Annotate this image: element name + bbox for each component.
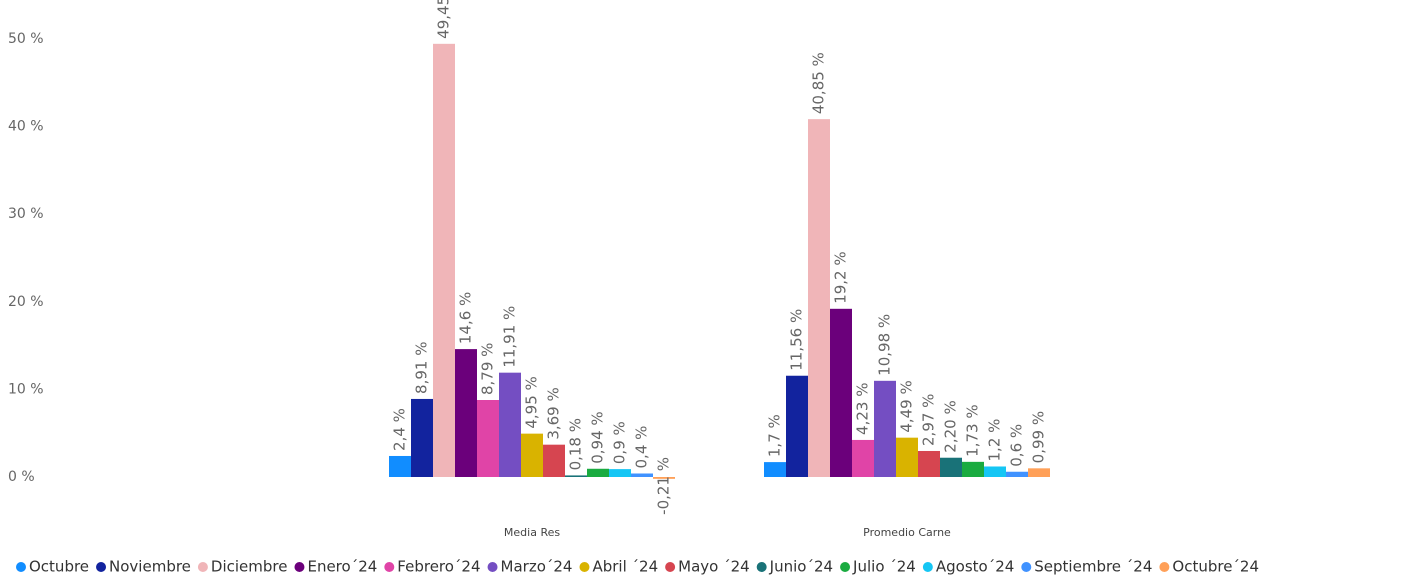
legend-marker: [1159, 562, 1170, 572]
legend-label: Marzo´24: [501, 558, 573, 576]
value-label: 49,45 %: [435, 0, 453, 39]
bar: [764, 462, 786, 477]
value-label: 2,97 %: [920, 394, 938, 446]
legend-label: Enero´24: [307, 558, 377, 576]
value-label: 8,91 %: [413, 342, 431, 394]
bar: [962, 461, 984, 477]
value-label: 3,69 %: [545, 387, 563, 439]
value-label: 4,95 %: [523, 376, 541, 428]
y-tick-label: 20 %: [8, 294, 44, 310]
legend-marker: [922, 562, 933, 572]
value-label: 10,98 %: [876, 314, 894, 376]
legend-label: Agosto´24: [936, 558, 1014, 576]
value-label: 0,18 %: [567, 418, 585, 470]
legend-marker: [840, 562, 851, 572]
legend-marker: [579, 562, 590, 572]
legend-marker: [1021, 562, 1032, 572]
bar: [477, 399, 499, 477]
legend-marker: [756, 562, 767, 572]
y-tick-label: 10 %: [8, 381, 44, 397]
legend-marker: [96, 562, 107, 572]
y-tick-label: 30 %: [8, 206, 44, 222]
value-label: 8,79 %: [479, 343, 497, 395]
bar: [786, 375, 808, 477]
value-label: 19,2 %: [832, 251, 850, 303]
value-label: 1,7 %: [766, 414, 784, 457]
value-label: 2,20 %: [942, 400, 960, 452]
legend-marker: [294, 562, 305, 572]
bar: [1028, 468, 1050, 477]
value-label: 0,94 %: [589, 411, 607, 463]
bar: [587, 468, 609, 477]
value-label: 40,85 %: [810, 52, 828, 114]
bar: [808, 119, 830, 478]
bar: [433, 43, 455, 478]
value-label: 0,4 %: [633, 426, 651, 469]
value-label: 1,2 %: [986, 419, 1004, 462]
bar: [653, 477, 675, 479]
bar: [499, 372, 521, 477]
value-label: 2,4 %: [391, 408, 409, 451]
legend-label: Febrero´24: [397, 558, 480, 576]
legend-label: Julio ´24: [852, 558, 916, 576]
bar: [631, 473, 653, 477]
legend-label: Junio´24: [769, 558, 833, 576]
x-tick-label: Media Res: [504, 526, 560, 539]
legend-label: Octubre: [29, 558, 89, 576]
y-tick-label: 0 %: [8, 469, 35, 485]
legend-marker: [487, 562, 498, 572]
bar: [455, 349, 477, 477]
value-label: 0,99 %: [1030, 411, 1048, 463]
y-tick-label: 50 %: [8, 31, 44, 47]
value-label: 11,91 %: [501, 306, 519, 368]
value-label: 0,6 %: [1008, 424, 1026, 467]
legend-label: Abril ´24: [592, 558, 658, 576]
y-tick-label: 40 %: [8, 119, 44, 135]
bar: [852, 439, 874, 477]
value-label: 1,73 %: [964, 404, 982, 456]
bar: [411, 398, 433, 477]
bar: [918, 450, 940, 477]
value-label: 0,9 %: [611, 421, 629, 464]
value-label: 11,56 %: [788, 309, 806, 371]
value-label: 4,49 %: [898, 380, 916, 432]
value-label: -0,21 %: [655, 457, 673, 515]
bar: [984, 466, 1006, 477]
legend-label: Octubre´24: [1172, 558, 1259, 576]
bar: [940, 457, 962, 477]
bar: [521, 433, 543, 477]
bar: [389, 455, 411, 477]
x-tick-label: Promedio Carne: [863, 526, 951, 539]
bar: [609, 469, 631, 477]
bar: [565, 475, 587, 477]
bar: [874, 380, 896, 477]
bar: [830, 308, 852, 477]
legend-label: Septiembre ´24: [1034, 558, 1152, 576]
legend-label: Noviembre: [109, 558, 191, 576]
legend-marker: [16, 562, 26, 572]
legend-marker: [384, 562, 395, 572]
value-label: 14,6 %: [457, 292, 475, 344]
bar: [1006, 471, 1028, 477]
legend-marker: [665, 562, 676, 572]
bar: [543, 444, 565, 477]
legend-marker: [197, 562, 208, 572]
legend-label: Mayo ´24: [678, 558, 750, 576]
bar: [896, 437, 918, 477]
value-label: 4,23 %: [854, 383, 872, 435]
legend-label: Diciembre: [211, 558, 288, 576]
